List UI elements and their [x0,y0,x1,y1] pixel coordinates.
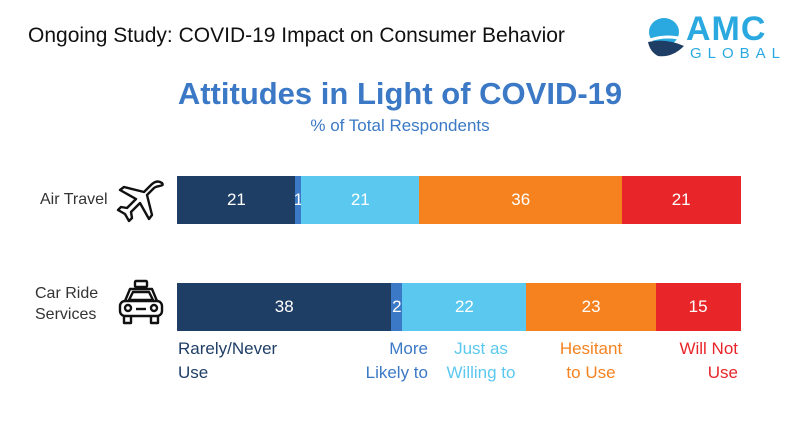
bar-segment-more-likely-to: 1 [295,176,302,224]
legend-more-likely-to: More Likely to [362,337,428,385]
legend-line: Willing to [446,363,516,382]
legend-line: Just as [454,339,508,358]
airplane-icon [116,180,164,223]
study-title: Ongoing Study: COVID-19 Impact on Consum… [28,24,565,47]
bar-segment-just-as-willing-to: 21 [300,176,420,224]
data-label: 15 [688,297,708,316]
legend-line: Use [178,363,209,382]
legend-just-as-willing-to: Just as Willing to [434,337,528,385]
bar-segment-rarely-never-use: 38 [177,283,392,331]
legend-line: to Use [566,363,616,382]
row-label-car-ride-services: Car Ride Services [35,283,98,325]
data-label: 22 [454,297,474,316]
chart-subtitle: % of Total Respondents [310,116,490,135]
legend-hesitant-to-use: Hesitant to Use [548,337,634,385]
legend-line: Use [707,363,738,382]
data-label: 21 [671,190,691,209]
row-label-line: Car Ride [35,285,99,302]
amc-global-logo: AMC GLOBAL [644,12,788,64]
logo-text: AMC [686,10,767,48]
bar-segment-will-not-use: 21 [621,176,741,224]
data-label: 1 [295,190,302,209]
bar-car-ride-services: 38 2 22 23 15 [177,283,741,331]
car-icon [118,279,164,325]
row-label-line: Services [35,306,97,323]
globe-logo-icon [648,18,687,57]
logo-subtext: GLOBAL [690,45,787,62]
bar-segment-will-not-use: 15 [655,283,741,331]
row-label-line: Air Travel [40,191,108,208]
legend-line: Will Not [679,339,738,358]
bar-segment-rarely-never-use: 21 [177,176,296,224]
data-label: 38 [274,297,294,316]
bar-segment-hesitant-to-use: 36 [419,176,623,224]
data-label: 36 [511,190,531,209]
data-label: 23 [581,297,601,316]
legend-line: Hesitant [559,339,623,358]
legend-rarely-never-use: Rarely/Never Use [178,337,277,385]
chart-title: Attitudes in Light of COVID-19 [177,76,623,111]
legend-line: Rarely/Never [178,339,278,358]
bar-air-travel: 21 1 21 36 21 [177,176,741,224]
bar-segment-more-likely-to: 2 [390,283,403,331]
bar-segment-just-as-willing-to: 22 [402,283,527,331]
bar-segment-hesitant-to-use: 23 [526,283,657,331]
data-label: 21 [350,190,370,209]
data-label: 21 [226,190,246,209]
row-label-air-travel: Air Travel [40,189,108,210]
legend-line: More [389,339,428,358]
legend-line: Likely to [365,363,428,382]
legend-will-not-use: Will Not Use [668,337,738,385]
data-label: 2 [392,297,402,316]
